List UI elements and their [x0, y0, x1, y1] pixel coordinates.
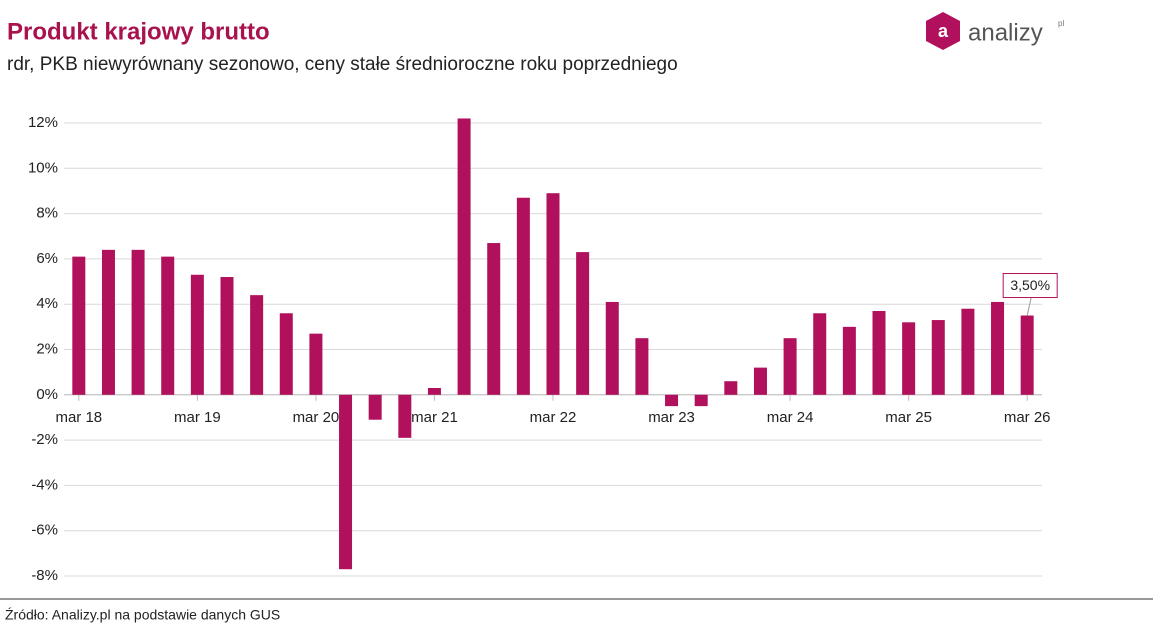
- label-leader: [1026, 297, 1032, 316]
- y-tick-label: 0%: [36, 386, 58, 403]
- bar: [665, 394, 679, 407]
- y-tick-label: -8%: [31, 567, 58, 584]
- bar: [872, 310, 886, 395]
- bar: [783, 338, 797, 395]
- bar: [1020, 315, 1034, 395]
- bar: [250, 295, 264, 395]
- y-tick-label: 4%: [36, 295, 58, 312]
- bar: [961, 308, 975, 395]
- x-tick-label: mar 18: [55, 409, 102, 426]
- logo-text: analizy: [968, 19, 1043, 46]
- bar: [813, 313, 827, 395]
- y-tick-label: -4%: [31, 476, 58, 493]
- x-tick-label: mar 20: [293, 409, 340, 426]
- logo-icon: [926, 12, 960, 50]
- bar: [368, 394, 382, 420]
- bar: [309, 333, 323, 395]
- bar: [339, 394, 353, 570]
- bar: [724, 381, 738, 395]
- bar: [842, 326, 856, 395]
- bar: [546, 193, 560, 395]
- value-label: 3,50%: [1010, 277, 1050, 293]
- y-tick-label: -6%: [31, 522, 58, 539]
- bar: [931, 320, 945, 395]
- x-tick-label: mar 19: [174, 409, 221, 426]
- bar: [101, 249, 115, 395]
- x-tick-label: mar 25: [885, 409, 932, 426]
- y-tick-label: 2%: [36, 340, 58, 357]
- bar: [457, 118, 471, 395]
- logo: a analizy pl: [926, 12, 1064, 50]
- y-tick-label: 10%: [28, 159, 58, 176]
- bar: [605, 301, 619, 395]
- bar: [902, 322, 916, 395]
- bar: [131, 249, 145, 395]
- y-tick-label: 6%: [36, 250, 58, 267]
- x-tick-label: mar 21: [411, 409, 458, 426]
- bar: [398, 394, 412, 438]
- x-tick-label: mar 26: [1004, 409, 1051, 426]
- bar: [576, 252, 590, 395]
- bar: [516, 197, 530, 395]
- bar: [220, 277, 234, 395]
- logo-suffix: pl: [1058, 19, 1064, 28]
- bar: [279, 313, 293, 395]
- x-tick-label: mar 22: [530, 409, 577, 426]
- y-tick-label: 12%: [28, 114, 58, 131]
- y-tick-label: -2%: [31, 431, 58, 448]
- x-tick-label: mar 24: [767, 409, 814, 426]
- chart-subtitle: rdr, PKB niewyrównany sezonowo, ceny sta…: [7, 54, 678, 75]
- chart-title: Produkt krajowy brutto: [7, 18, 270, 45]
- bar: [635, 338, 649, 395]
- bar: [161, 256, 175, 395]
- bar: [753, 367, 767, 395]
- bar: [72, 256, 86, 395]
- bar: [991, 301, 1005, 395]
- bar: [190, 274, 204, 395]
- x-tick-label: mar 23: [648, 409, 695, 426]
- bar: [427, 388, 441, 395]
- bar: [487, 243, 501, 395]
- logo-letter: a: [938, 21, 949, 41]
- label-box: [1002, 273, 1058, 299]
- y-tick-label: 8%: [36, 205, 58, 222]
- bar: [694, 394, 708, 407]
- source: Źródło: Analizy.pl na podstawie danych G…: [5, 607, 280, 623]
